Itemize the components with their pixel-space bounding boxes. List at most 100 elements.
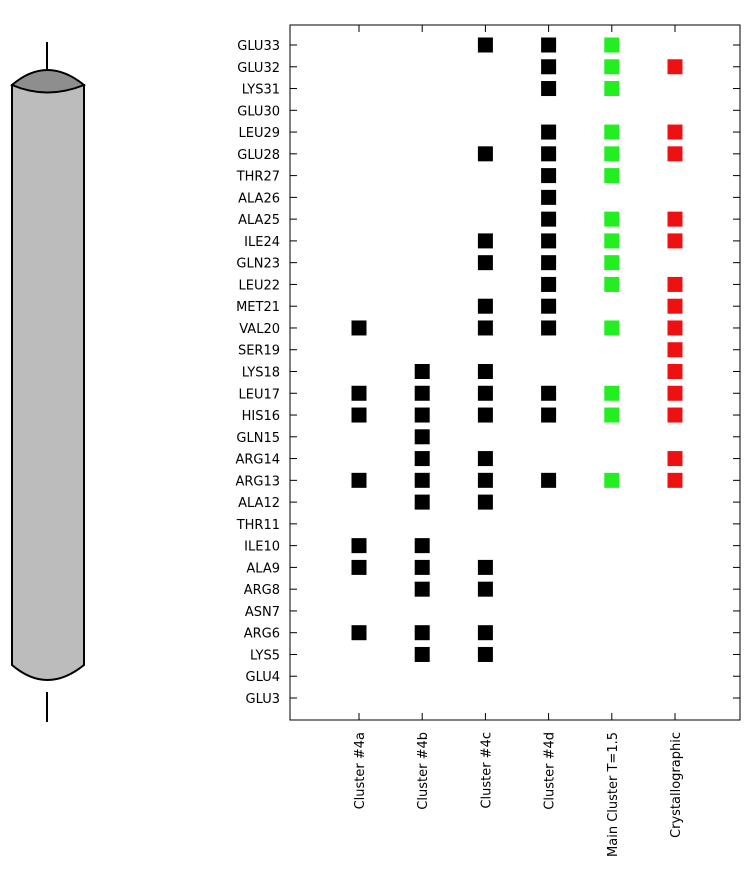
cell-mark [414, 429, 430, 445]
cell-mark [541, 320, 557, 336]
cell-mark [351, 538, 367, 554]
cell-mark [477, 385, 493, 401]
cell-mark [541, 298, 557, 314]
cell-mark [541, 255, 557, 271]
cell-mark [604, 59, 620, 75]
y-tick-label: LYS31 [242, 83, 280, 98]
cell-mark [414, 646, 430, 662]
y-tick-label: ALA26 [238, 191, 280, 206]
y-tick-label: VAL20 [239, 322, 280, 337]
cell-mark [414, 559, 430, 575]
y-tick-label: ARG6 [244, 627, 280, 642]
cell-mark [667, 146, 683, 162]
cell-mark [414, 385, 430, 401]
cell-mark [667, 59, 683, 75]
cell-mark [477, 37, 493, 53]
cell-mark [604, 385, 620, 401]
cylinder-top [10, 69, 86, 94]
cell-mark [604, 211, 620, 227]
y-tick-label: GLU32 [237, 61, 280, 76]
cell-mark [667, 276, 683, 292]
cell-mark [604, 276, 620, 292]
cell-mark [541, 59, 557, 75]
cell-mark [477, 451, 493, 467]
y-tick-label: GLN15 [236, 431, 280, 446]
x-tick-label: Main Cluster T=1.5 [606, 732, 621, 857]
cell-mark [604, 37, 620, 53]
y-tick-label: ALA9 [246, 561, 280, 576]
cell-mark [604, 168, 620, 184]
cell-mark [477, 320, 493, 336]
plot-frame [289, 24, 741, 721]
y-tick-label: ARG13 [235, 474, 280, 489]
cell-mark [541, 146, 557, 162]
cell-mark [667, 472, 683, 488]
y-tick-label: GLU28 [237, 148, 280, 163]
y-tick-label: HIS16 [242, 409, 280, 424]
cell-mark [351, 559, 367, 575]
y-tick-label: GLN23 [236, 257, 280, 272]
cell-mark [541, 407, 557, 423]
cell-mark [604, 472, 620, 488]
x-tick-label: Crystallographic [669, 732, 684, 838]
y-tick-label: MET21 [236, 300, 280, 315]
x-tick-label: Cluster #4d [543, 732, 558, 810]
cell-mark [351, 472, 367, 488]
cell-mark [477, 581, 493, 597]
y-tick-label: LEU17 [238, 387, 280, 402]
cell-mark [414, 625, 430, 641]
cell-mark [414, 538, 430, 554]
x-tick-label: Cluster #4a [353, 732, 368, 809]
y-tick-label: THR11 [236, 518, 280, 533]
cell-mark [604, 146, 620, 162]
cell-mark [414, 407, 430, 423]
y-tick-label: ARG14 [235, 453, 280, 468]
cell-mark [541, 233, 557, 249]
cell-mark [414, 494, 430, 510]
y-tick-label: ASN7 [245, 605, 280, 620]
y-tick-label: GLU33 [237, 39, 280, 54]
cell-mark [667, 124, 683, 140]
cell-mark [477, 559, 493, 575]
y-tick-label: LEU29 [238, 126, 280, 141]
cell-mark [351, 320, 367, 336]
y-tick-label: ARG8 [244, 583, 280, 598]
helix-cylinder [10, 42, 86, 722]
cell-mark [414, 451, 430, 467]
cell-mark [477, 298, 493, 314]
cell-mark [604, 124, 620, 140]
cell-mark [541, 37, 557, 53]
y-tick-label: THR27 [236, 170, 280, 185]
cell-mark [667, 320, 683, 336]
cell-mark [667, 233, 683, 249]
y-tick-label: LYS5 [250, 648, 280, 663]
cell-mark [541, 472, 557, 488]
cell-mark [541, 124, 557, 140]
cell-mark [414, 581, 430, 597]
cylinder-body [11, 84, 85, 681]
cell-mark [477, 364, 493, 379]
cell-mark [477, 646, 493, 662]
cell-mark [667, 385, 683, 401]
cell-mark [477, 472, 493, 488]
y-tick-label: ALA12 [238, 496, 280, 511]
cell-mark [667, 451, 683, 467]
y-tick-label: ILE24 [244, 235, 280, 250]
y-tick-label: GLU3 [246, 692, 280, 707]
cell-mark [604, 81, 620, 97]
cell-mark [667, 407, 683, 423]
cell-mark [604, 233, 620, 249]
cell-mark [541, 211, 557, 227]
cell-mark [667, 342, 683, 358]
cell-mark [604, 320, 620, 336]
y-tick-label: LEU22 [238, 278, 280, 293]
y-tick-label: LYS18 [242, 366, 280, 381]
cell-mark [477, 255, 493, 271]
cell-mark [351, 385, 367, 401]
cell-mark [541, 189, 557, 205]
y-tick-label: SER19 [238, 344, 280, 359]
cell-mark [477, 233, 493, 249]
cell-mark [604, 407, 620, 423]
cell-mark [351, 625, 367, 641]
